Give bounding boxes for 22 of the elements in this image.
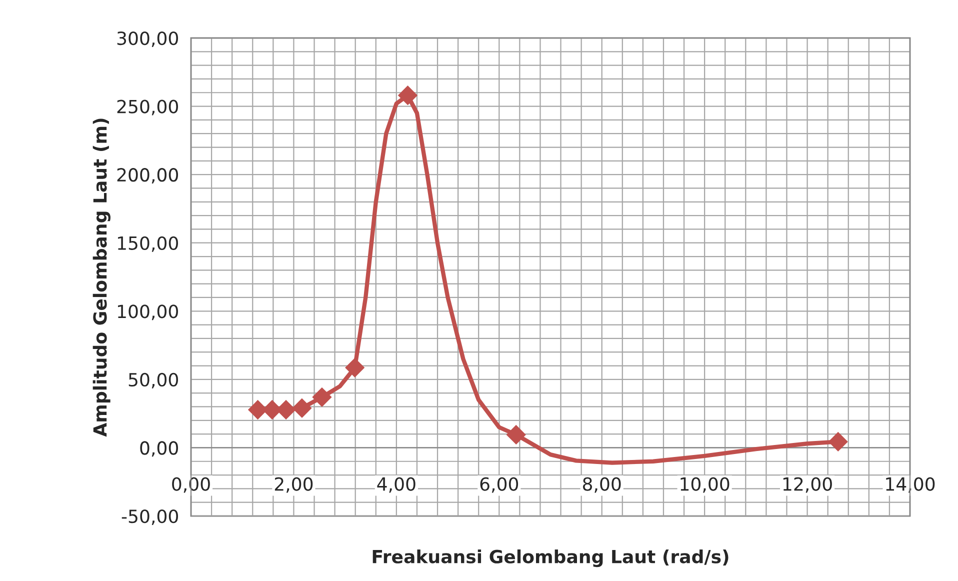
y-tick-label: 50,00	[128, 372, 178, 388]
point	[312, 388, 332, 407]
point	[828, 432, 848, 452]
point	[506, 425, 526, 444]
y-tick-label: 0,00	[140, 441, 178, 457]
y-tick-label: 150,00	[118, 236, 178, 252]
y-tick-label: -50,00	[122, 509, 178, 525]
x-axis-title: Freakuansi Gelombang Laut (rad/s)	[372, 549, 728, 568]
x-tick-label: 4,00	[377, 477, 416, 493]
y-tick-label: 250,00	[117, 100, 178, 116]
y-tick-label: 300,00	[117, 31, 178, 47]
x-tick-label: 6,00	[480, 477, 518, 493]
y-axis-title: Amplitudo Gelombang Laut (m)	[92, 118, 110, 437]
point	[292, 398, 312, 418]
x-tick-label: 12,00	[783, 477, 832, 493]
point	[398, 86, 418, 105]
x-tick-label: 10,00	[680, 477, 730, 493]
y-tick-label: 200,00	[117, 168, 178, 184]
point	[345, 358, 364, 378]
x-tick-label: 2,00	[274, 477, 313, 493]
y-tick-label: 100,00	[118, 304, 178, 320]
x-tick-label: 8,00	[582, 477, 621, 493]
